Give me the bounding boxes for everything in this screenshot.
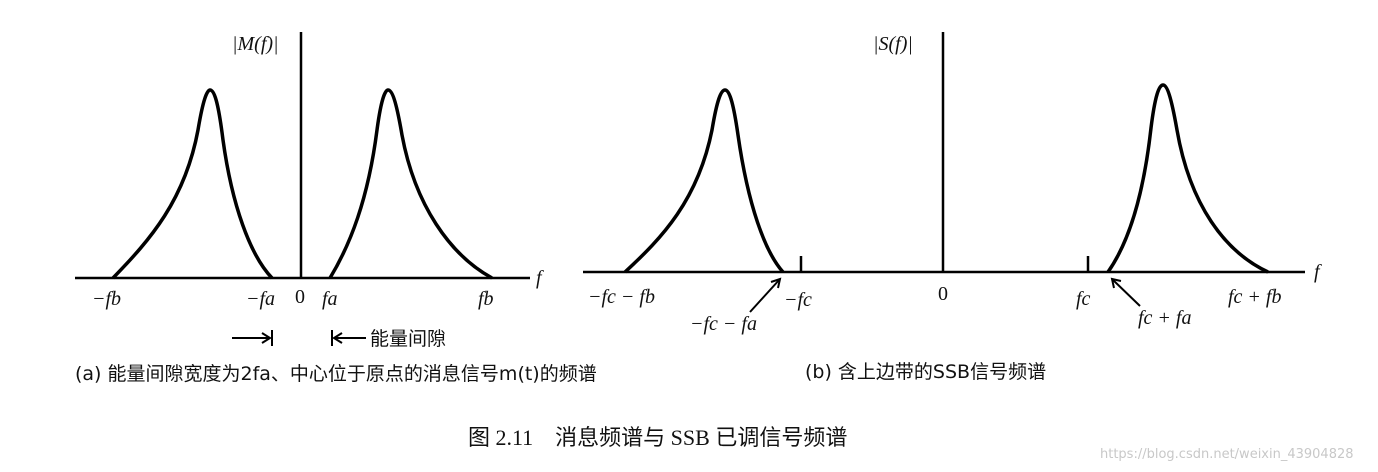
axis-label: |M(f)|: [232, 33, 279, 55]
spectrum-peak: [111, 88, 274, 280]
tick-label: fa: [322, 288, 338, 310]
watermark: https://blog.csdn.net/weixin_43904828: [1100, 447, 1354, 462]
x-axis-label: f: [536, 267, 544, 289]
figure-title: 图 2.11 消息频谱与 SSB 已调信号频谱: [468, 425, 847, 450]
pointer-arrows: [749, 277, 1141, 313]
tick-label: 0: [295, 286, 305, 308]
tick-label: −fc − fa: [690, 313, 757, 335]
tick-label: −fa: [246, 288, 275, 310]
caption: (b) 含上边带的SSB信号频谱: [805, 361, 1046, 383]
x-axis-label: f: [1314, 261, 1322, 283]
spectrum-peak: [1106, 83, 1269, 274]
axis-label: |S(f)|: [873, 33, 913, 55]
tick-label: fb: [478, 288, 494, 310]
gap-arrows: [232, 330, 366, 346]
tick-label: −fc − fb: [588, 286, 655, 308]
gap-label: 能量间隙: [370, 328, 446, 350]
caption: (a) 能量间隙宽度为2fa、中心位于原点的消息信号m(t)的频谱: [75, 363, 597, 385]
tick-label: fc + fa: [1138, 307, 1192, 329]
tick-label: fc: [1076, 288, 1091, 310]
tick-label: fc + fb: [1228, 286, 1282, 308]
spectrum-peak: [328, 88, 493, 280]
tick-label: 0: [938, 283, 948, 305]
tick-label: −fb: [92, 288, 121, 310]
tick-label: −fc: [784, 289, 812, 311]
spectrum-peak: [623, 88, 785, 274]
